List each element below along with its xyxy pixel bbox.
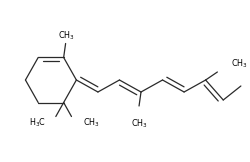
Text: CH$_3$: CH$_3$ xyxy=(130,118,147,131)
Text: CH$_3$: CH$_3$ xyxy=(230,58,247,70)
Text: H$_3$C: H$_3$C xyxy=(29,116,46,129)
Text: CH$_3$: CH$_3$ xyxy=(83,116,100,129)
Text: CH$_3$: CH$_3$ xyxy=(58,29,75,42)
